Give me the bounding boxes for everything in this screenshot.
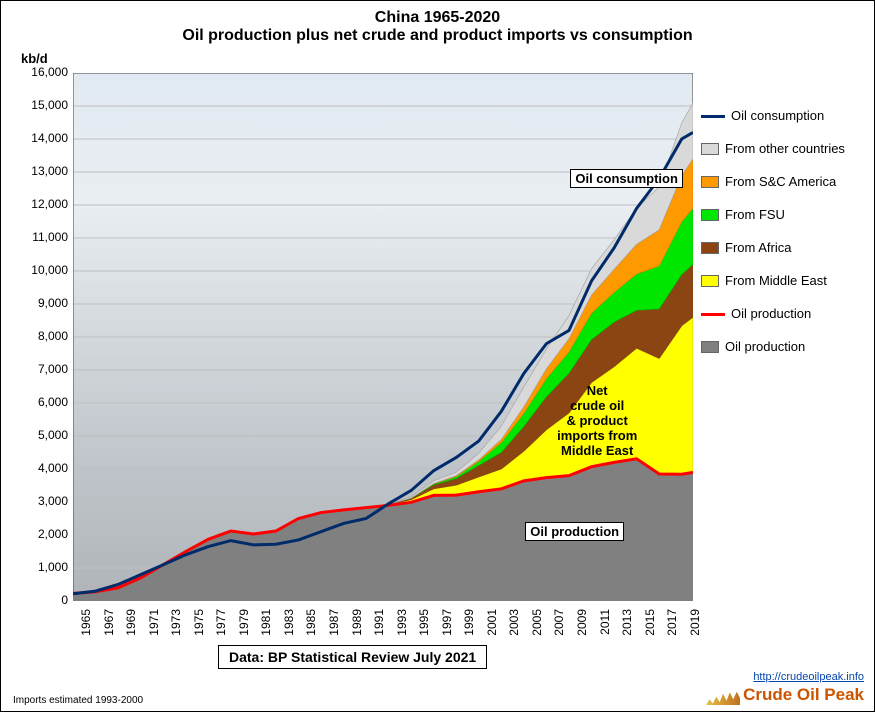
y-tick-label: 11,000 [18, 230, 68, 244]
x-tick-label: 2007 [552, 609, 566, 649]
legend-item: From S&C America [701, 175, 871, 190]
legend-swatch [701, 143, 719, 155]
legend-item: Oil consumption [701, 109, 871, 124]
chart-annotation: Oil consumption [570, 169, 683, 188]
legend-swatch [701, 341, 719, 353]
x-tick-label: 2011 [598, 609, 612, 649]
legend-label: Oil consumption [731, 109, 824, 124]
legend-item: From FSU [701, 208, 871, 223]
y-tick-label: 13,000 [18, 164, 68, 178]
legend-label: From FSU [725, 208, 785, 223]
x-tick-label: 1985 [304, 609, 318, 649]
y-tick-label: 6,000 [18, 395, 68, 409]
y-tick-label: 15,000 [18, 98, 68, 112]
x-tick-label: 1969 [124, 609, 138, 649]
legend-label: From other countries [725, 142, 845, 157]
legend-swatch [701, 115, 725, 118]
chart-annotation: Netcrude oil& productimports fromMiddle … [537, 383, 657, 458]
x-tick-label: 1995 [417, 609, 431, 649]
y-tick-label: 16,000 [18, 65, 68, 79]
x-tick-label: 1979 [237, 609, 251, 649]
legend-swatch [701, 176, 719, 188]
brand-url[interactable]: http://crudeoilpeak.info [753, 671, 864, 683]
x-tick-label: 1993 [395, 609, 409, 649]
x-tick-label: 2017 [665, 609, 679, 649]
legend-swatch [701, 209, 719, 221]
chart-annotation: Oil production [525, 522, 624, 541]
chart-title-2: Oil production plus net crude and produc… [1, 27, 874, 45]
x-tick-label: 1989 [350, 609, 364, 649]
x-tick-label: 1991 [372, 609, 386, 649]
legend-item: Oil production [701, 307, 871, 322]
y-tick-label: 3,000 [18, 494, 68, 508]
y-tick-label: 8,000 [18, 329, 68, 343]
x-tick-label: 1967 [102, 609, 116, 649]
brand-block: http://crudeoilpeak.info Crude Oil Peak [706, 667, 864, 705]
x-tick-label: 2001 [485, 609, 499, 649]
y-tick-label: 12,000 [18, 197, 68, 211]
y-tick-label: 14,000 [18, 131, 68, 145]
legend-item: From Africa [701, 241, 871, 256]
x-tick-label: 1977 [214, 609, 228, 649]
x-tick-label: 1973 [169, 609, 183, 649]
brand-name: Crude Oil Peak [743, 685, 864, 704]
y-axis-label: kb/d [21, 51, 48, 66]
y-tick-label: 5,000 [18, 428, 68, 442]
x-tick-label: 2005 [530, 609, 544, 649]
legend-item: From other countries [701, 142, 871, 157]
y-tick-label: 2,000 [18, 527, 68, 541]
y-tick-label: 9,000 [18, 296, 68, 310]
legend-label: Oil production [725, 340, 805, 355]
y-tick-label: 1,000 [18, 560, 68, 574]
x-tick-label: 1987 [327, 609, 341, 649]
legend-swatch [701, 275, 719, 287]
x-tick-label: 2009 [575, 609, 589, 649]
footnote: Imports estimated 1993-2000 [13, 695, 143, 706]
y-tick-label: 10,000 [18, 263, 68, 277]
x-tick-label: 1983 [282, 609, 296, 649]
y-tick-label: 7,000 [18, 362, 68, 376]
legend-label: From Middle East [725, 274, 827, 289]
x-tick-label: 1997 [440, 609, 454, 649]
legend-item: From Middle East [701, 274, 871, 289]
legend-label: Oil production [731, 307, 811, 322]
legend: Oil consumption From other countries From … [701, 109, 871, 373]
x-tick-label: 2019 [688, 609, 702, 649]
x-tick-label: 2015 [643, 609, 657, 649]
x-tick-label: 2013 [620, 609, 634, 649]
chart-title-1: China 1965-2020 [1, 9, 874, 27]
legend-swatch [701, 242, 719, 254]
x-tick-label: 1965 [79, 609, 93, 649]
x-tick-label: 1981 [259, 609, 273, 649]
legend-item: Oil production [701, 340, 871, 355]
brand-peak-icon [706, 691, 740, 705]
x-tick-label: 1975 [192, 609, 206, 649]
x-tick-label: 1971 [147, 609, 161, 649]
legend-label: From S&C America [725, 175, 836, 190]
legend-swatch [701, 313, 725, 316]
x-tick-label: 1999 [462, 609, 476, 649]
legend-label: From Africa [725, 241, 791, 256]
y-tick-label: 4,000 [18, 461, 68, 475]
x-tick-label: 2003 [507, 609, 521, 649]
y-tick-label: 0 [18, 593, 68, 607]
